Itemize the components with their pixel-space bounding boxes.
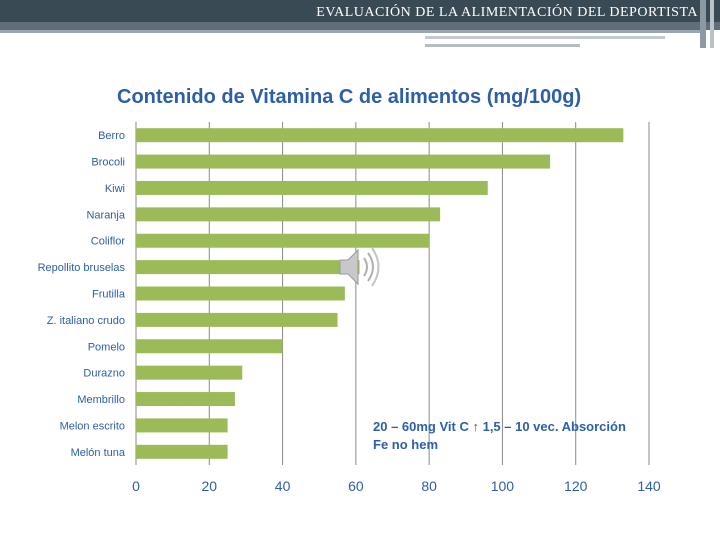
category-label: Kiwi	[105, 183, 125, 195]
bar	[136, 312, 338, 327]
annotation-line-1: 20 – 60mg Vit C ↑ 1,5 – 10 vec. Absorció…	[373, 419, 626, 434]
bar	[136, 418, 228, 433]
x-tick-label: 20	[201, 478, 217, 494]
header-divider-accent-short	[425, 44, 580, 47]
bar	[136, 392, 235, 407]
bar	[136, 286, 345, 301]
category-label: Berro	[98, 130, 125, 142]
category-label: Durazno	[83, 368, 125, 380]
header-bar	[0, 0, 720, 22]
annotation-line-2: Fe no hem	[373, 437, 439, 452]
header-band	[0, 22, 720, 30]
bar	[136, 154, 551, 169]
header-divider-accent	[425, 36, 665, 39]
category-label: Pomelo	[88, 341, 125, 353]
bar	[136, 260, 360, 275]
category-label: Z. italiano crudo	[47, 315, 125, 327]
bar	[136, 365, 243, 380]
bar	[136, 233, 430, 248]
speaker-icon[interactable]	[336, 244, 384, 295]
bar	[136, 180, 488, 195]
category-label: Naranja	[86, 209, 125, 221]
category-label: Melon escrito	[60, 420, 125, 432]
chart-annotation: 20 – 60mg Vit C ↑ 1,5 – 10 vec. Absorció…	[373, 418, 626, 454]
x-tick-label: 100	[491, 478, 515, 494]
bar	[136, 128, 624, 143]
x-tick-label: 120	[564, 478, 588, 494]
page-title: EVALUACIÓN DE LA ALIMENTACIÓN DEL DEPORT…	[316, 5, 698, 20]
category-label: Frutilla	[92, 289, 126, 301]
category-label: Coliflor	[91, 236, 126, 248]
category-label: Melón tuna	[71, 447, 126, 459]
category-label: Membrillo	[77, 394, 125, 406]
x-tick-label: 40	[275, 478, 291, 494]
bar	[136, 444, 228, 459]
header-divider	[0, 30, 700, 33]
x-tick-label: 140	[637, 478, 661, 494]
category-label: Brocoli	[91, 157, 125, 169]
bar	[136, 339, 283, 354]
bar	[136, 207, 441, 222]
header-corner-bar-light	[710, 0, 714, 48]
x-tick-label: 0	[132, 478, 140, 494]
category-label: Repollito bruselas	[38, 262, 126, 274]
x-tick-label: 80	[421, 478, 437, 494]
chart-title: Contenido de Vitamina C de alimentos (mg…	[117, 86, 582, 108]
header-corner-bar	[700, 0, 706, 48]
x-tick-label: 60	[348, 478, 364, 494]
